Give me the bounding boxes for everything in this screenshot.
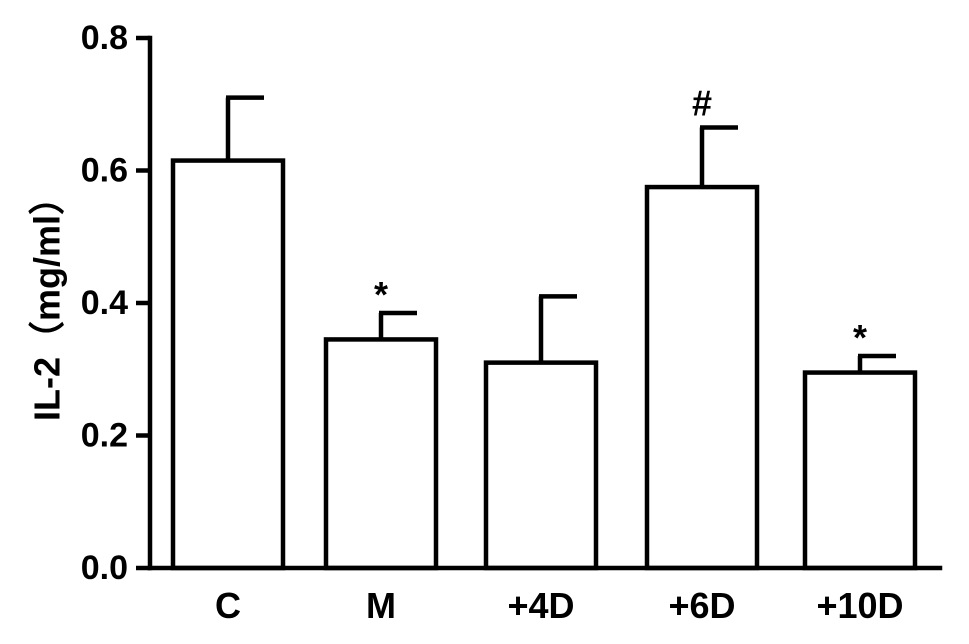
y-axis-label: IL-2（mg/ml）	[27, 179, 68, 421]
bar-0	[170, 158, 286, 571]
x-tick-label: C	[215, 585, 241, 626]
significance-mark-1: *	[374, 274, 388, 315]
y-tick-label: 0.6	[81, 152, 128, 190]
bar-2	[483, 360, 599, 571]
bar-1	[323, 337, 439, 571]
y-tick-label: 0.4	[81, 284, 128, 322]
bars: * # *	[170, 82, 918, 571]
y-tick-label: 0.0	[81, 549, 128, 587]
y-tick-label: 0.8	[81, 19, 128, 57]
significance-mark-3: #	[692, 82, 712, 123]
bar-3	[644, 184, 760, 571]
x-tick-label: +10D	[816, 585, 903, 626]
y-axis-ticks: 0.0 0.2 0.4 0.6 0.8	[81, 19, 150, 587]
x-tick-label: M	[366, 585, 396, 626]
x-tick-label: +6D	[668, 585, 735, 626]
x-tick-label: +4D	[507, 585, 574, 626]
significance-mark-4: *	[853, 317, 867, 358]
y-tick-label: 0.2	[81, 417, 128, 455]
bar-4	[802, 370, 918, 571]
x-axis-categories: C M +4D +6D +10D	[215, 585, 904, 626]
